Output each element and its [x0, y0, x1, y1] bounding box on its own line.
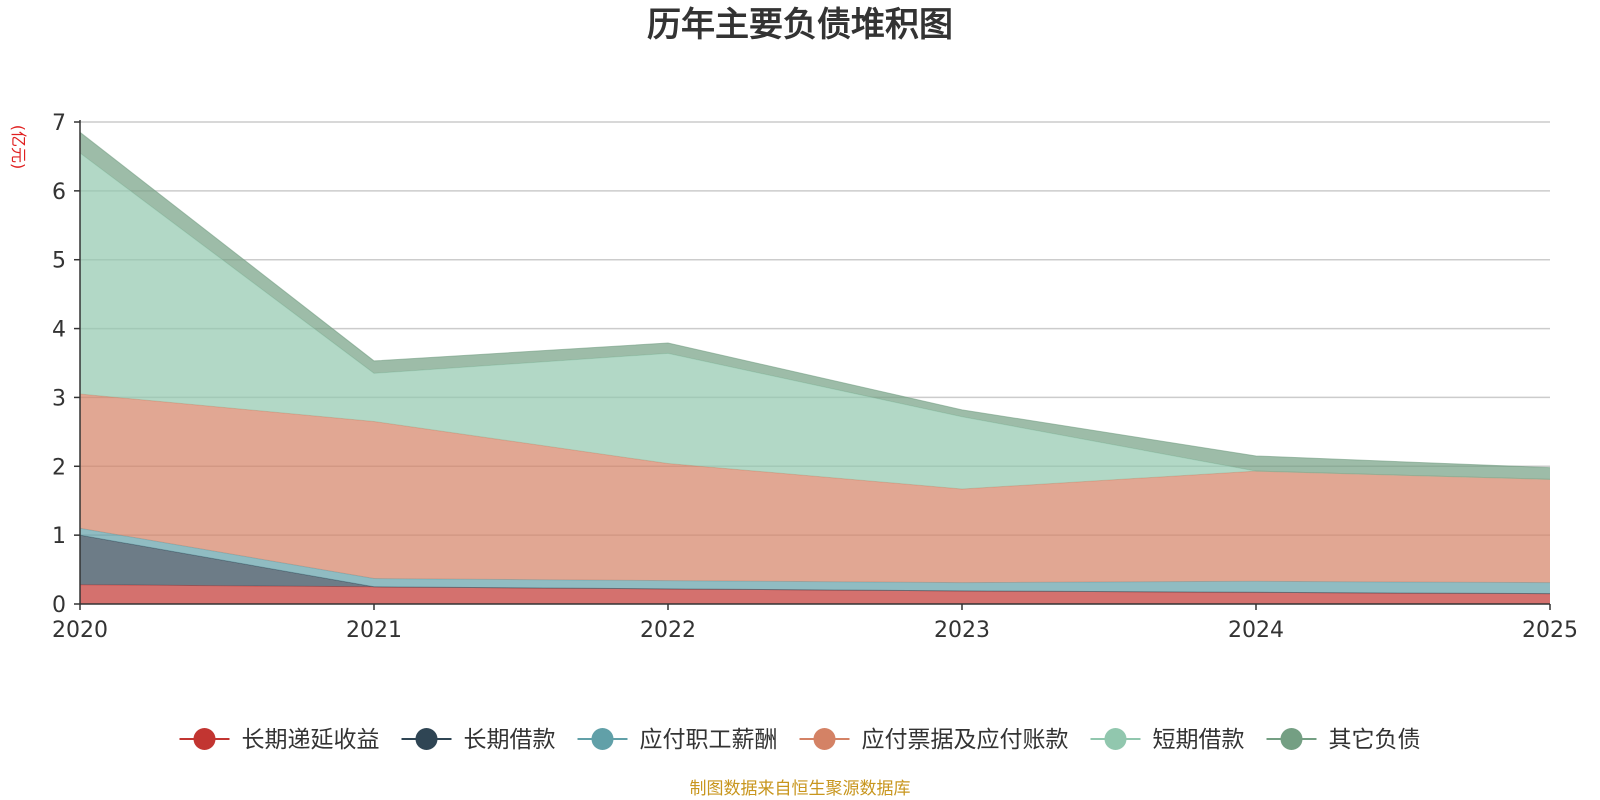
series-area	[80, 393, 1550, 583]
data-source-note: 制图数据来自恒生聚源数据库	[690, 779, 911, 799]
legend-label: 应付职工薪酬	[640, 727, 778, 753]
legend-marker	[193, 728, 216, 750]
axes	[79, 120, 1550, 605]
legend-marker	[415, 728, 438, 750]
y-tick-labels: 0 1 2 3 4 5 6 7	[52, 111, 66, 618]
series-line	[79, 152, 1551, 480]
series-area	[80, 152, 1550, 490]
y-tick-label: 5	[52, 249, 66, 274]
y-tick-label: 3	[52, 386, 66, 411]
legend-label: 其它负债	[1329, 727, 1421, 753]
legend-item: 应付票据及应付账款	[799, 727, 1069, 753]
legend-marker	[813, 728, 836, 750]
x-tick-label: 2022	[640, 618, 696, 643]
y-axis-unit: (亿元)	[9, 125, 28, 170]
legend-label: 长期借款	[464, 727, 556, 753]
x-tick-label: 2021	[346, 618, 402, 643]
x-tick-label: 2025	[1522, 618, 1578, 643]
x-tick-label: 2023	[934, 618, 990, 643]
legend-label: 应付票据及应付账款	[862, 727, 1069, 753]
legend-item: 应付职工薪酬	[577, 727, 778, 753]
legend-label: 长期递延收益	[242, 727, 380, 753]
legend-item: 长期递延收益	[179, 727, 380, 753]
y-tick-label: 2	[52, 455, 66, 480]
legend: 长期递延收益 长期借款 应付职工薪酬 应付票据及应付账款 短期借款 其它负债	[179, 727, 1421, 753]
y-tick-label: 4	[52, 318, 66, 343]
legend-item: 其它负债	[1266, 727, 1421, 753]
x-tick-labels: 2020 2021 2022 2023 2024 2025	[52, 604, 1578, 643]
legend-marker	[1104, 728, 1127, 750]
y-tick-label: 6	[52, 180, 66, 205]
chart-title: 历年主要负债堆积图	[647, 5, 953, 45]
legend-marker	[591, 728, 614, 750]
y-tick-label: 0	[52, 593, 66, 618]
x-tick-label: 2024	[1228, 618, 1284, 643]
y-tick-label: 1	[52, 524, 66, 549]
series-line	[79, 131, 1551, 469]
y-tick-label: 7	[52, 111, 66, 136]
legend-label: 短期借款	[1153, 727, 1245, 753]
legend-item: 长期借款	[401, 727, 556, 753]
legend-item: 短期借款	[1090, 727, 1245, 753]
series-area	[80, 584, 1550, 604]
series-areas	[79, 131, 1551, 604]
x-tick-label: 2020	[52, 618, 108, 643]
legend-marker	[1280, 728, 1303, 750]
series-area	[80, 528, 1550, 594]
